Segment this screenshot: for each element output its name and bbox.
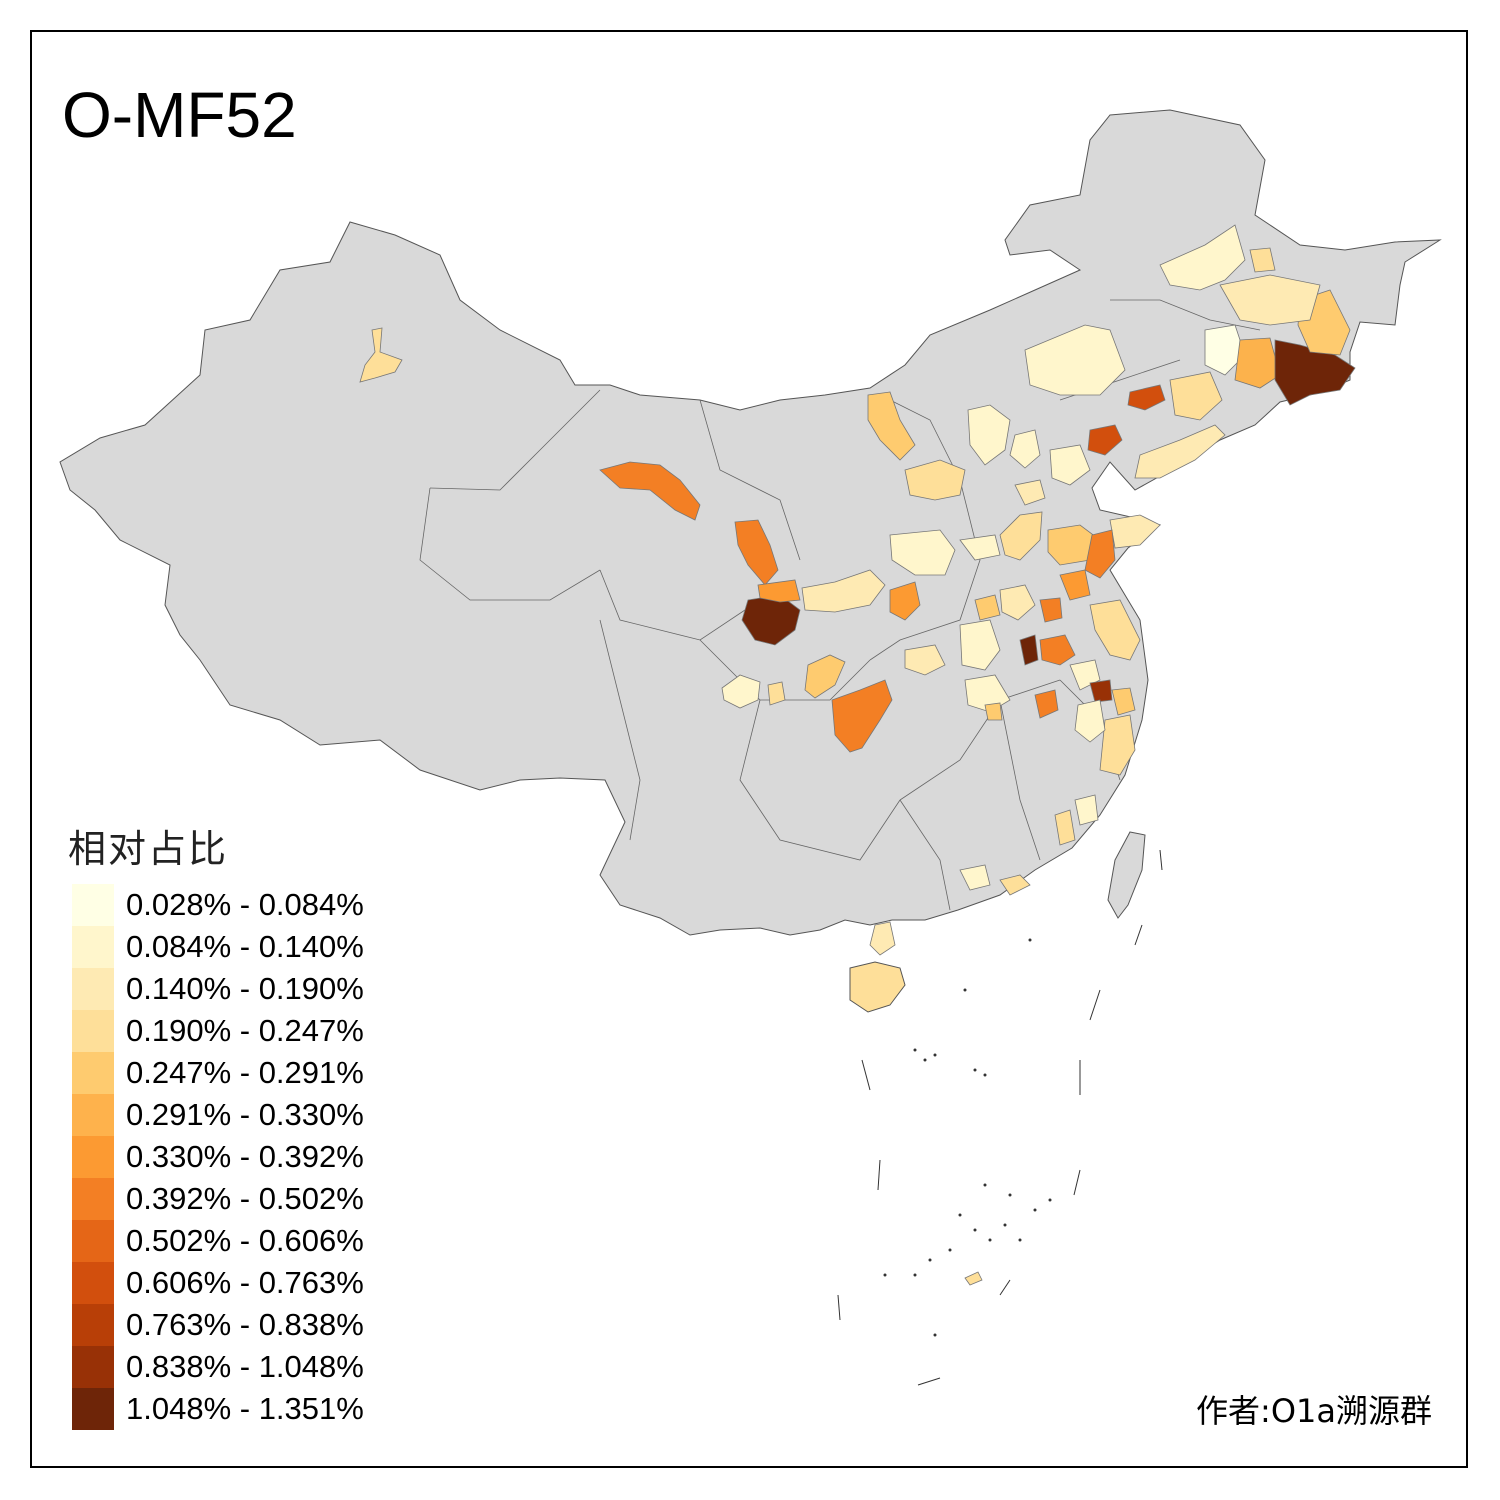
region-shaanxi-south — [801, 569, 886, 613]
legend-swatch — [72, 1136, 114, 1178]
region-hebei-sw — [959, 534, 1001, 561]
legend-swatch — [72, 1094, 114, 1136]
region-sichuan-chengdu — [767, 681, 786, 706]
region-gansu-south — [757, 579, 801, 603]
author-credit: 作者:O1a溯源群 — [1196, 1392, 1432, 1430]
region-jilin-west — [1204, 324, 1246, 376]
legend-swatch — [72, 1346, 114, 1388]
legend-label: 0.247% - 0.291% — [126, 1055, 364, 1090]
legend-label: 0.084% - 0.140% — [126, 929, 364, 964]
region-beijing — [1009, 429, 1041, 469]
legend-swatch — [72, 926, 114, 968]
legend-swatch — [72, 1052, 114, 1094]
island-dots — [883, 938, 1052, 1337]
legend-label: 0.392% - 0.502% — [126, 1181, 364, 1216]
region-guangdong-east — [999, 874, 1031, 896]
region-heilongjiang — [1159, 224, 1246, 291]
taiwan-island — [1107, 831, 1146, 919]
legend-label: 0.028% - 0.084% — [126, 887, 364, 922]
region-ningxia-inner — [867, 391, 916, 461]
region-fujian-north — [1074, 794, 1099, 826]
legend-label: 0.291% - 0.330% — [126, 1097, 364, 1132]
region-jiangsu — [1089, 599, 1141, 661]
region-tianjin — [1014, 479, 1046, 506]
region-xinjiang-north — [359, 327, 403, 383]
region-henan-orange — [1039, 597, 1063, 623]
region-heilongjiang-mid — [1219, 274, 1321, 326]
region-henan-mid — [999, 584, 1036, 621]
region-shanxi-west — [889, 581, 921, 621]
region-hubei-east — [1034, 689, 1059, 719]
region-hebei-south — [999, 511, 1043, 561]
region-shandong-coast — [1084, 529, 1116, 579]
region-anhui — [1039, 634, 1076, 666]
region-shandong-east — [1109, 514, 1161, 549]
legend-label: 0.330% - 0.392% — [126, 1139, 364, 1174]
region-zhejiang-north — [1111, 687, 1136, 716]
region-liaoning-south — [1134, 424, 1226, 479]
region-guangxi-coast — [869, 921, 896, 956]
legend-swatch — [72, 884, 114, 926]
data-regions — [359, 224, 1356, 956]
legend-swatch — [72, 1304, 114, 1346]
region-fujian — [1054, 809, 1076, 846]
region-jiangsu-north — [1059, 569, 1091, 601]
island-shaded — [964, 1271, 983, 1286]
legend-label: 0.190% - 0.247% — [126, 1013, 364, 1048]
region-shanghai-area — [1089, 679, 1113, 703]
legend-swatch — [72, 1010, 114, 1052]
legend-label: 0.763% - 0.838% — [126, 1307, 364, 1342]
region-sichuan-nw — [721, 674, 761, 709]
region-hebei-west — [967, 404, 1011, 466]
map-title: O-MF52 — [62, 79, 297, 151]
legend-label: 1.048% - 1.351% — [126, 1391, 364, 1426]
region-inner-mongolia-mid — [904, 459, 966, 501]
legend-label: 0.838% - 1.048% — [126, 1349, 364, 1384]
legend-swatch — [72, 968, 114, 1010]
legend-swatch — [72, 1220, 114, 1262]
region-hebei-coast — [1049, 444, 1091, 486]
region-gansu-corridor — [599, 461, 701, 521]
region-henan — [959, 619, 1001, 671]
province-boundaries — [419, 299, 1261, 911]
south-china-sea-islands — [837, 849, 1163, 1386]
region-heilongjiang-north — [1249, 247, 1276, 273]
region-jilin — [1234, 337, 1281, 389]
region-inner-mongolia-east — [1024, 324, 1126, 396]
region-liaoning-east — [1169, 371, 1223, 421]
region-gansu-mid — [734, 519, 779, 586]
region-sichuan-east — [804, 654, 846, 699]
hainan-island — [849, 961, 906, 1013]
region-hubei-south — [984, 702, 1003, 721]
region-hubei-west — [904, 644, 946, 676]
region-liaoning-mid — [1127, 384, 1166, 411]
legend-label: 0.502% - 0.606% — [126, 1223, 364, 1258]
legend-label: 0.140% - 0.190% — [126, 971, 364, 1006]
legend-swatch — [72, 1388, 114, 1430]
region-guangdong — [959, 864, 991, 891]
legend-swatch — [72, 1178, 114, 1220]
legend-label: 0.606% - 0.763% — [126, 1265, 364, 1300]
region-shanxi — [889, 529, 956, 576]
region-henan-east — [974, 594, 1001, 621]
region-chongqing — [831, 679, 893, 753]
region-liaoning-west — [1087, 424, 1123, 456]
legend-title: 相对占比 — [68, 827, 229, 871]
region-anhui-dark — [1019, 634, 1039, 666]
region-zhejiang — [1099, 714, 1136, 776]
region-zhejiang-sw — [1074, 699, 1106, 743]
map-frame — [30, 30, 1468, 1468]
legend-swatch — [72, 1262, 114, 1304]
